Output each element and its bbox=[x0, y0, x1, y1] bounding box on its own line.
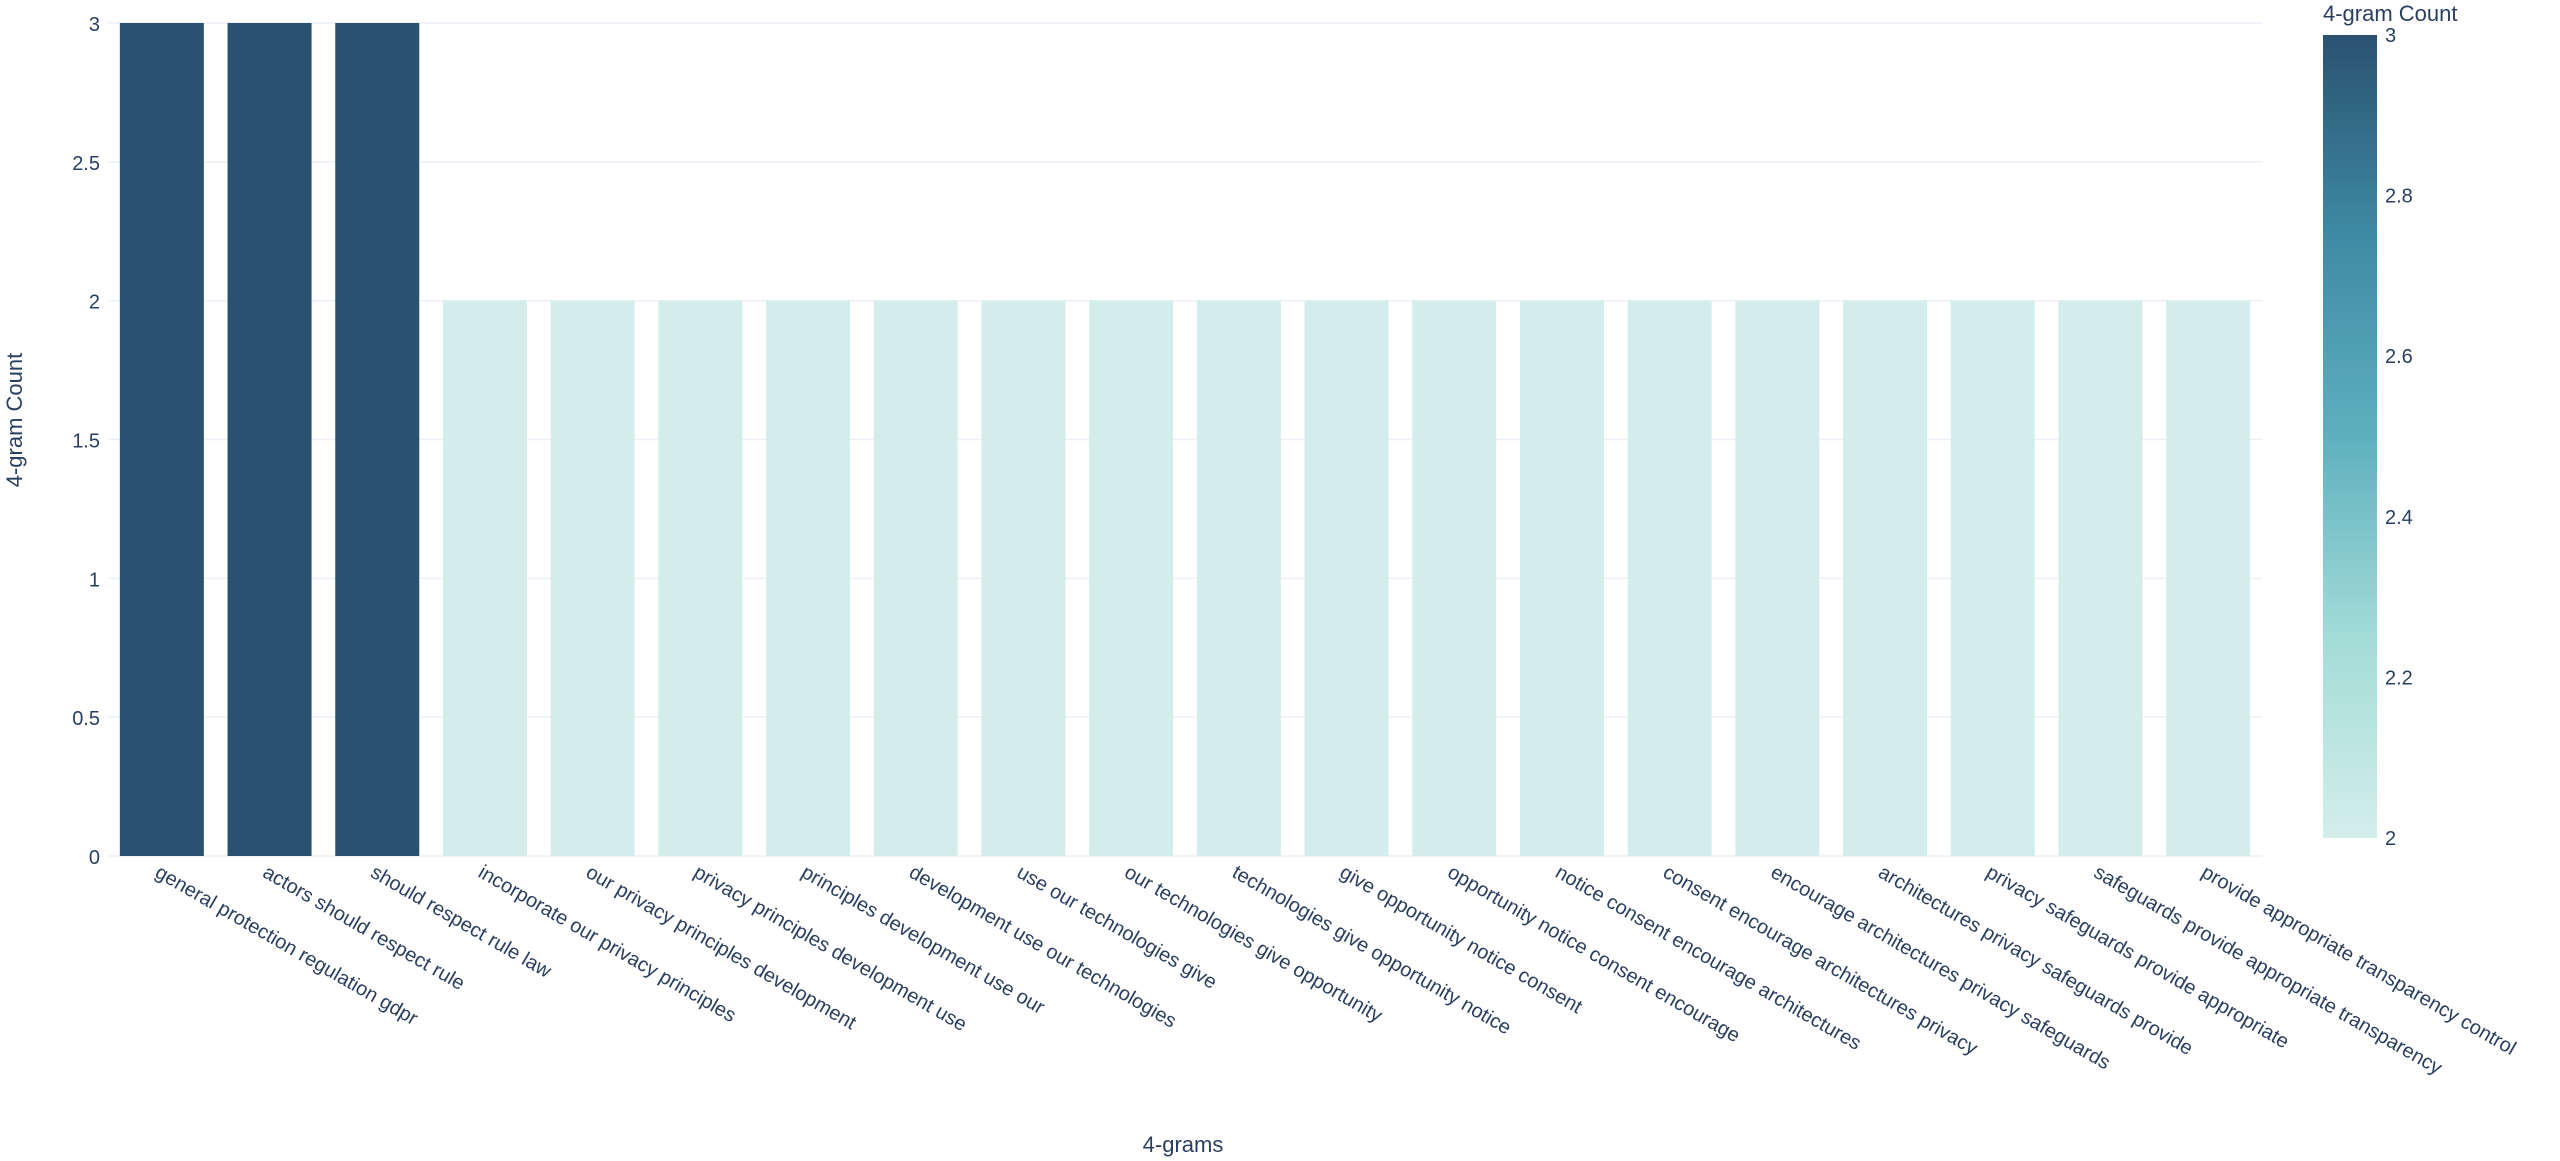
bar[interactable] bbox=[227, 23, 312, 856]
bar[interactable] bbox=[1089, 300, 1174, 857]
colorbar-title: 4-gram Count bbox=[2323, 1, 2458, 26]
bar[interactable] bbox=[442, 300, 527, 857]
bar[interactable] bbox=[658, 300, 743, 857]
y-tick-label: 2 bbox=[89, 292, 100, 314]
colorbar-tick-label: 2.4 bbox=[2385, 507, 2413, 529]
bar[interactable] bbox=[873, 300, 958, 857]
bar[interactable] bbox=[1843, 300, 1928, 857]
bar[interactable] bbox=[2058, 300, 2143, 857]
colorbar-tick-label: 2.8 bbox=[2385, 186, 2413, 208]
bar[interactable] bbox=[1519, 300, 1604, 857]
bar[interactable] bbox=[1627, 300, 1712, 857]
y-tick-label: 1.5 bbox=[72, 431, 100, 453]
bar[interactable] bbox=[1950, 300, 2035, 857]
x-tick-label: should respect rule law bbox=[367, 861, 556, 983]
bar[interactable] bbox=[981, 300, 1066, 857]
y-axis-title: 4-gram Count bbox=[2, 353, 27, 488]
y-tick-label: 0 bbox=[89, 847, 100, 869]
colorbar-tick-label: 2.2 bbox=[2385, 667, 2413, 689]
gridlines bbox=[108, 22, 2262, 857]
bars bbox=[119, 23, 2251, 857]
y-axis-ticks: 0 0.5 1 1.5 2 2.5 3 bbox=[72, 14, 100, 869]
bar[interactable] bbox=[1735, 300, 1820, 857]
colorbar: 4-gram Count 2 2.2 2.4 2.6 2.8 3 bbox=[2323, 1, 2458, 850]
bar[interactable] bbox=[766, 300, 851, 857]
bar[interactable] bbox=[1196, 300, 1281, 857]
bar[interactable] bbox=[550, 300, 635, 857]
bar[interactable] bbox=[2166, 300, 2251, 857]
colorbar-tick-label: 2 bbox=[2385, 828, 2396, 850]
x-tick-label: use our technologies give bbox=[1013, 861, 1220, 993]
colorbar-gradient bbox=[2323, 35, 2377, 838]
bar[interactable] bbox=[335, 23, 420, 856]
colorbar-tick-label: 3 bbox=[2385, 25, 2396, 47]
bar[interactable] bbox=[119, 23, 204, 856]
y-tick-label: 0.5 bbox=[72, 708, 100, 730]
x-axis-title: 4-grams bbox=[1143, 1132, 1224, 1157]
bar[interactable] bbox=[1304, 300, 1389, 857]
y-tick-label: 1 bbox=[89, 569, 100, 591]
y-tick-label: 2.5 bbox=[72, 153, 100, 175]
colorbar-tick-label: 2.6 bbox=[2385, 346, 2413, 368]
y-tick-label: 3 bbox=[89, 14, 100, 36]
colorbar-ticks: 2 2.2 2.4 2.6 2.8 3 bbox=[2385, 25, 2413, 850]
x-tick-label: actors should respect rule bbox=[259, 861, 468, 995]
x-axis-ticks: general protection regulation gdpractors… bbox=[151, 861, 2519, 1079]
bar[interactable] bbox=[1412, 300, 1497, 857]
